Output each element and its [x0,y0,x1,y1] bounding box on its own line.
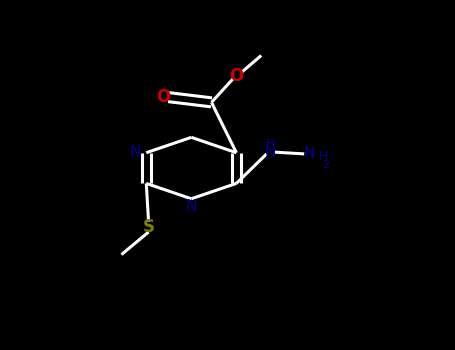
Text: O: O [156,88,170,106]
Text: N: N [303,146,314,161]
Text: H: H [319,150,329,163]
Text: N: N [186,199,197,214]
Text: H: H [266,137,275,150]
Text: O: O [229,67,243,85]
Text: N: N [265,145,276,160]
Text: N: N [129,145,141,160]
Text: 2: 2 [322,160,329,170]
Text: S: S [142,218,155,236]
